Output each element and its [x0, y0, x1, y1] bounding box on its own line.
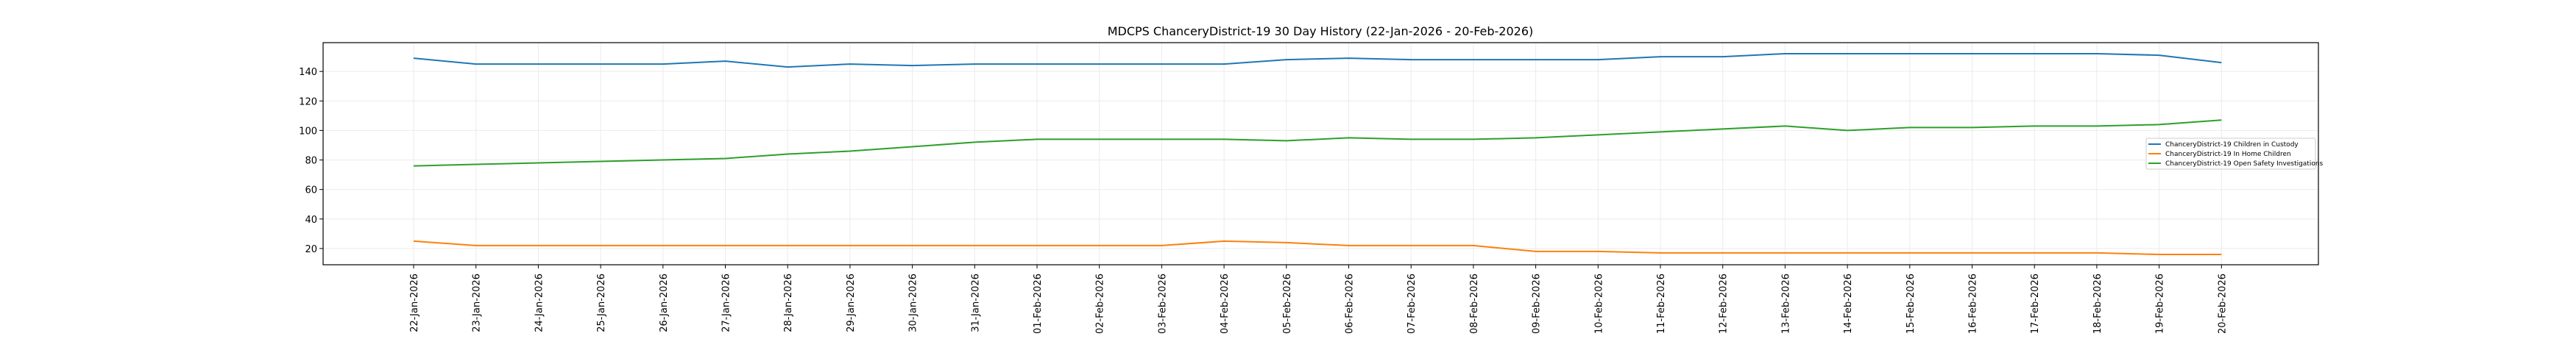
x-tick-label: 18-Feb-2026	[2092, 274, 2103, 334]
y-tick-label: 140	[299, 67, 317, 78]
x-tick-label: 10-Feb-2026	[1593, 274, 1604, 334]
x-tick-label: 04-Feb-2026	[1220, 274, 1231, 334]
x-tick-label: 11-Feb-2026	[1656, 274, 1667, 334]
x-tick-label: 29-Jan-2026	[846, 274, 857, 332]
x-tick-label: 23-Jan-2026	[472, 274, 483, 332]
legend: ChanceryDistrict-19 Children in Custody C…	[2145, 138, 2324, 170]
x-tick-label: 14-Feb-2026	[1843, 274, 1854, 334]
y-tick-label: 20	[305, 244, 317, 255]
x-tick-label: 22-Jan-2026	[409, 274, 420, 332]
x-tick-label: 31-Jan-2026	[970, 274, 981, 332]
y-tick-label: 120	[299, 96, 317, 107]
x-tick-label: 01-Feb-2026	[1033, 274, 1044, 334]
y-tick-label: 80	[305, 156, 317, 167]
legend-box	[2145, 138, 2316, 170]
x-tick-label: 02-Feb-2026	[1095, 274, 1106, 334]
x-tick-label: 06-Feb-2026	[1345, 274, 1356, 334]
x-tick-label: 08-Feb-2026	[1469, 274, 1480, 334]
y-tick-label: 100	[299, 126, 317, 137]
legend-label: ChanceryDistrict-19 Children in Custody	[2165, 141, 2299, 149]
legend-label: ChanceryDistrict-19 Open Safety Investig…	[2165, 160, 2324, 168]
x-tick-label: 09-Feb-2026	[1532, 274, 1543, 334]
x-tick-label: 13-Feb-2026	[1780, 274, 1791, 334]
x-tick-label: 12-Feb-2026	[1719, 274, 1730, 334]
series-lines	[413, 53, 2222, 255]
x-tick-label: 28-Jan-2026	[783, 274, 794, 332]
series-line-1	[413, 240, 2222, 255]
grid	[323, 43, 2318, 265]
x-tick-label: 03-Feb-2026	[1157, 274, 1168, 334]
x-tick-label: 27-Jan-2026	[721, 274, 732, 332]
y-tick-label: 40	[305, 215, 317, 226]
x-tick-label: 15-Feb-2026	[1906, 274, 1917, 334]
x-tick-label: 05-Feb-2026	[1282, 274, 1293, 334]
series-line-2	[413, 119, 2222, 167]
x-tick-label: 20-Feb-2026	[2217, 274, 2228, 334]
x-tick-label: 26-Jan-2026	[659, 274, 670, 332]
y-tick-label: 60	[305, 185, 317, 196]
chart-title: MDCPS ChanceryDistrict-19 30 Day History…	[1108, 24, 1534, 38]
x-tick-label: 25-Jan-2026	[596, 274, 607, 332]
x-tick-label: 19-Feb-2026	[2155, 274, 2166, 334]
x-tick-label: 17-Feb-2026	[2030, 274, 2041, 334]
x-tick-label: 07-Feb-2026	[1406, 274, 1418, 334]
plot-frame	[322, 42, 2319, 265]
x-tick-label: 24-Jan-2026	[534, 274, 545, 332]
x-axis: 22-Jan-2026 23-Jan-2026 24-Jan-2026 25-Jan-…	[409, 265, 2228, 334]
series-line-0	[413, 53, 2222, 68]
x-tick-label: 30-Jan-2026	[908, 274, 919, 332]
y-axis: 20 40 60 80 100 120 140	[299, 67, 323, 255]
x-tick-label: 16-Feb-2026	[1968, 274, 1979, 334]
legend-label: ChanceryDistrict-19 In Home Children	[2165, 151, 2291, 158]
